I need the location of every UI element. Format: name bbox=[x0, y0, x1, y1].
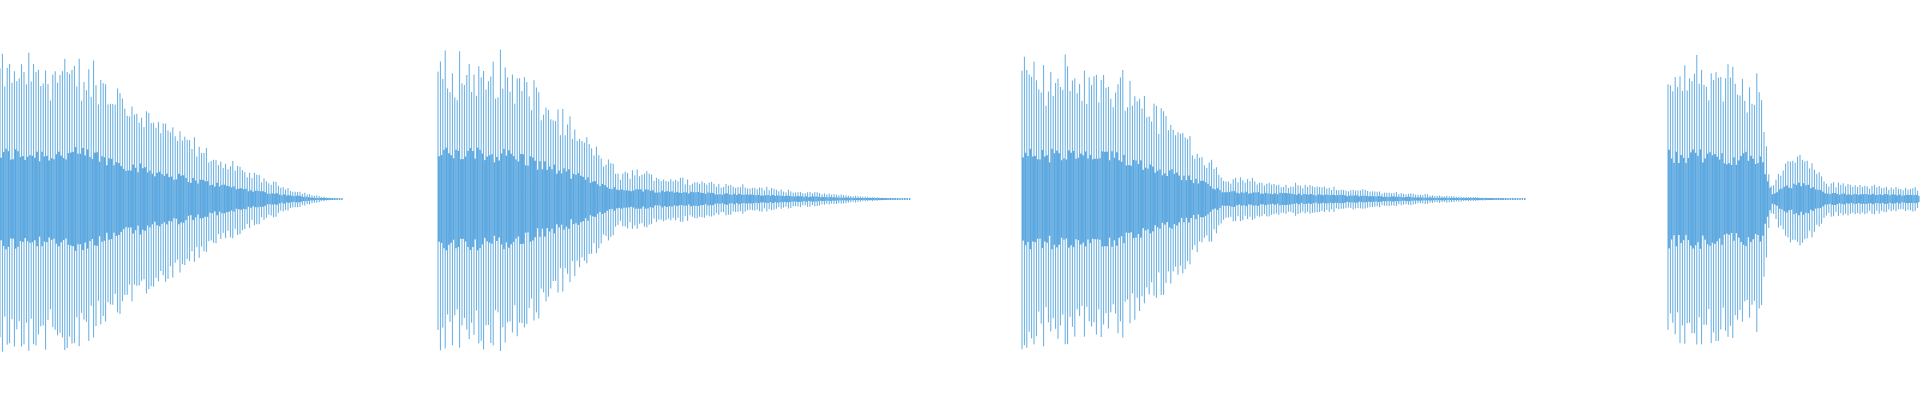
waveform-clip bbox=[1021, 54, 1520, 350]
waveform-core bbox=[0, 147, 343, 251]
waveform-clip bbox=[0, 52, 342, 352]
waveform-clip bbox=[437, 49, 907, 351]
waveform-core bbox=[1668, 149, 1920, 249]
waveform-core bbox=[438, 147, 911, 251]
waveform-clip bbox=[1667, 55, 1919, 345]
waveform-core bbox=[1022, 148, 1526, 250]
